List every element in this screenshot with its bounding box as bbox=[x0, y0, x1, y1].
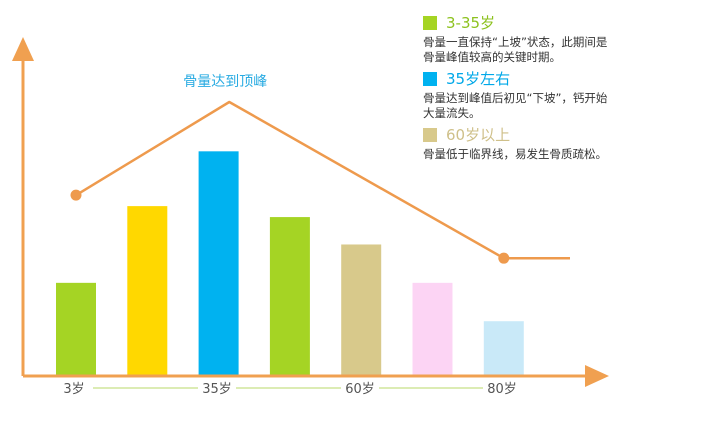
legend-desc-line: 大量流失。 bbox=[423, 106, 481, 120]
bar bbox=[483, 321, 524, 376]
legend-swatch-tan bbox=[423, 128, 437, 142]
trend-point bbox=[70, 189, 82, 201]
legend: 3-35岁 骨量一直保持“上坡”状态，此期间是 骨量峰值较高的关键时期。 35岁… bbox=[423, 12, 693, 165]
bar bbox=[412, 282, 453, 376]
bar bbox=[269, 217, 310, 376]
y-axis-arrow bbox=[12, 37, 34, 61]
legend-title: 60岁以上 bbox=[446, 126, 511, 144]
x-tick-label: 3岁 bbox=[63, 382, 84, 397]
x-axis-arrow bbox=[585, 365, 609, 387]
bar bbox=[56, 282, 96, 376]
legend-desc-line: 骨量达到峰值后初见“下坡”，钙开始 bbox=[423, 91, 608, 105]
bar bbox=[198, 151, 239, 376]
legend-swatch-blue bbox=[423, 72, 437, 86]
legend-desc-line: 骨量低于临界线，易发生骨质疏松。 bbox=[423, 147, 607, 161]
legend-title: 3-35岁 bbox=[446, 14, 496, 32]
bar bbox=[341, 244, 382, 376]
x-tick-label: 80岁 bbox=[487, 382, 517, 397]
trend-line bbox=[75, 100, 570, 260]
legend-item-35: 35岁左右 骨量达到峰值后初见“下坡”，钙开始 大量流失。 bbox=[423, 68, 693, 120]
legend-item-3-35: 3-35岁 骨量一直保持“上坡”状态，此期间是 骨量峰值较高的关键时期。 bbox=[423, 12, 693, 64]
legend-swatch-green bbox=[423, 16, 437, 30]
bar bbox=[127, 206, 168, 376]
legend-title: 35岁左右 bbox=[446, 70, 511, 88]
trend-point bbox=[498, 252, 510, 264]
x-tick-label: 60岁 bbox=[345, 382, 375, 397]
x-tick-label: 35岁 bbox=[202, 382, 232, 397]
legend-desc-line: 骨量一直保持“上坡”状态，此期间是 bbox=[423, 35, 608, 49]
legend-item-60: 60岁以上 骨量低于临界线，易发生骨质疏松。 bbox=[423, 124, 693, 161]
peak-label: 骨量达到顶峰 bbox=[183, 74, 267, 90]
legend-desc-line: 骨量峰值较高的关键时期。 bbox=[423, 50, 561, 64]
